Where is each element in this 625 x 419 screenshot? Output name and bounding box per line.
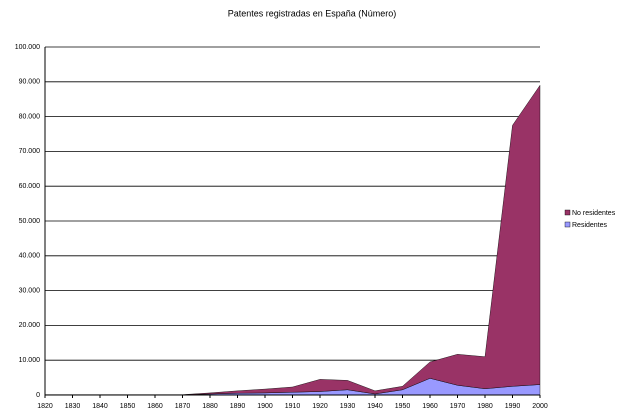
y-tick-label: 20.000	[19, 322, 41, 329]
y-tick-label: 30.000	[19, 287, 41, 294]
y-tick-label: 90.000	[19, 79, 41, 86]
x-tick-label: 1870	[175, 403, 191, 410]
x-tick-label: 1980	[477, 403, 493, 410]
area	[44, 84, 541, 396]
legend-label: No residentes	[572, 210, 616, 217]
y-tick-label: 0	[36, 392, 40, 399]
y-tick-label: 100.000	[15, 44, 40, 51]
x-tick-label: 2000	[532, 403, 548, 410]
x-tick-label: 1880	[202, 403, 218, 410]
y-tick-label: 60.000	[19, 183, 41, 190]
y-tick-label: 50.000	[19, 218, 41, 225]
x-tick-label: 1970	[450, 403, 466, 410]
chart-title: Patentes registradas en España (Número)	[228, 8, 397, 18]
legend-label: Residentes	[572, 222, 608, 229]
legend-swatch	[564, 221, 571, 228]
x-tick-label: 1830	[65, 403, 81, 410]
x-tick-label: 1850	[120, 403, 136, 410]
y-tick-label: 70.000	[19, 148, 41, 155]
x-tick-label: 1930	[340, 403, 356, 410]
y-tick-label: 80.000	[19, 113, 41, 120]
y-tick-label: 10.000	[19, 357, 41, 364]
x-tick-label: 1910	[285, 403, 301, 410]
x-tick-label: 1840	[92, 403, 108, 410]
x-tick-label: 1820	[37, 403, 53, 410]
x-tick-label: 1940	[367, 403, 383, 410]
x-tick-label: 1890	[230, 403, 246, 410]
x-tick-label: 1860	[147, 403, 163, 410]
x-tick-label: 1920	[312, 403, 328, 410]
x-tick-label: 1960	[422, 403, 438, 410]
x-tick-label: 1950	[395, 403, 411, 410]
x-tick-label: 1900	[257, 403, 273, 410]
y-tick-label: 40.000	[19, 253, 41, 260]
x-tick-label: 1990	[505, 403, 521, 410]
legend-swatch	[564, 209, 571, 216]
